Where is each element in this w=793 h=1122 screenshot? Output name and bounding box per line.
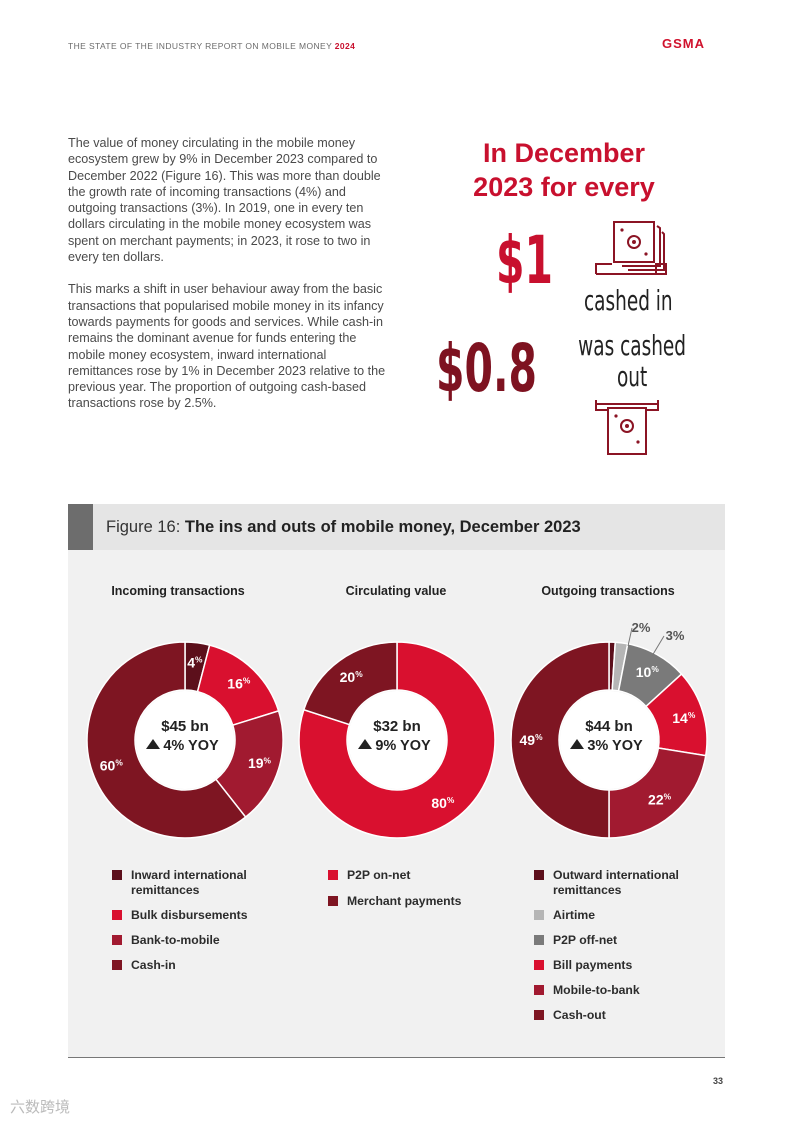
- report-title: THE STATE OF THE INDUSTRY REPORT ON MOBI…: [68, 41, 333, 51]
- legend-item: Bill payments: [534, 958, 703, 973]
- legend-circulating: P2P on-net Merchant payments: [328, 868, 461, 919]
- figure-label: Figure 16:: [106, 518, 181, 536]
- airtime-value-label: 2%: [632, 620, 651, 635]
- cash-in-icon: [595, 221, 667, 275]
- donut-slice: [608, 747, 707, 839]
- page-number: 33: [713, 1076, 724, 1086]
- donut-0: 4%16%19%60%$45 bn4% YOY: [86, 641, 284, 839]
- legend-swatch: [112, 960, 122, 970]
- body-text: The value of money circulating in the mo…: [68, 135, 388, 428]
- legend-label: Inward international remittances: [131, 868, 247, 897]
- donut-slice: [86, 641, 247, 839]
- caption-cashed-in: cashed in: [584, 284, 673, 317]
- legend-swatch: [328, 896, 338, 906]
- donut-center: [348, 691, 446, 789]
- legend-label: P2P off-net: [553, 933, 618, 947]
- center-value: $45 bn: [161, 718, 209, 735]
- legend-item: Bulk disbursements: [112, 908, 271, 923]
- legend-swatch: [328, 870, 338, 880]
- legend-item: Airtime: [534, 908, 703, 923]
- legend-item: Cash-out: [534, 1008, 703, 1023]
- legend-item: P2P on-net: [328, 868, 461, 883]
- cash-out-icon: [595, 400, 659, 455]
- legend-swatch: [534, 960, 544, 970]
- donut-slice: [510, 641, 610, 839]
- figure-bottom-rule: [68, 1057, 725, 1058]
- legend-swatch: [112, 910, 122, 920]
- figure-title: Figure 16: The ins and outs of mobile mo…: [106, 518, 581, 537]
- legend-label: Bulk disbursements: [131, 908, 248, 922]
- legend-swatch: [534, 935, 544, 945]
- leader-line: [627, 627, 633, 647]
- legend-label: Merchant payments: [347, 894, 462, 908]
- caption-cashed-out-line-2: out: [616, 360, 648, 393]
- figure-title-text: The ins and outs of mobile money, Decemb…: [184, 518, 581, 536]
- report-year: 2024: [334, 41, 356, 51]
- amount-cashed-out: $0.8: [436, 330, 537, 407]
- watermark: 六数跨境: [10, 1099, 71, 1116]
- legend-label: Cash-in: [131, 958, 176, 972]
- paragraph-1: The value of money circulating in the mo…: [68, 136, 381, 265]
- legend-incoming: Inward international remittances Bulk di…: [112, 868, 271, 983]
- chart-title-outgoing: Outgoing transactions: [541, 584, 675, 598]
- legend-swatch: [534, 1010, 544, 1020]
- legend-label: Mobile-to-bank: [553, 983, 640, 997]
- figure-header-accent: [68, 504, 93, 550]
- paragraph-2: This marks a shift in user behaviour awa…: [68, 282, 386, 411]
- center-change: 3% YOY: [587, 738, 643, 754]
- highlight-line-1: In December: [482, 138, 646, 168]
- chart-title-incoming: Incoming transactions: [111, 584, 245, 598]
- legend-item: Outward international remittances: [534, 868, 703, 898]
- center-value: $44 bn: [585, 718, 633, 735]
- legend-swatch: [112, 935, 122, 945]
- legend-swatch: [112, 870, 122, 880]
- donut-2: 10%14%22%49%$44 bn3% YOY: [510, 641, 708, 839]
- highlight-title: In December 2023 for every: [440, 136, 688, 204]
- up-arrow-icon: [146, 739, 160, 749]
- center-value: $32 bn: [373, 718, 421, 735]
- legend-label: Airtime: [553, 908, 595, 922]
- donut-1: 80%20%$32 bn9% YOY: [298, 641, 496, 839]
- legend-label: Cash-out: [553, 1008, 606, 1022]
- highlight-line-2: 2023 for every: [473, 172, 655, 202]
- donut-center: [560, 691, 658, 789]
- leader-line: [651, 635, 665, 657]
- legend-item: Mobile-to-bank: [534, 983, 703, 998]
- legend-item: Inward international remittances: [112, 868, 271, 898]
- chart-title-circulating: Circulating value: [345, 584, 447, 598]
- caption-cashed-out: was cashed out: [574, 330, 690, 392]
- outward-remit-value-label: 3%: [666, 628, 685, 643]
- donut-slice: [302, 641, 398, 726]
- legend-item: P2P off-net: [534, 933, 703, 948]
- center-change: 9% YOY: [375, 738, 431, 754]
- legend-outgoing: Outward international remittances Airtim…: [534, 868, 703, 1033]
- legend-item: Merchant payments: [328, 894, 461, 909]
- figure-header: [68, 504, 725, 550]
- legend-label: P2P on-net: [347, 868, 411, 882]
- center-change: 4% YOY: [163, 738, 219, 754]
- donut-slice: [298, 641, 496, 839]
- legend-item: Cash-in: [112, 958, 271, 973]
- legend-item: Bank-to-mobile: [112, 933, 271, 948]
- legend-swatch: [534, 910, 544, 920]
- legend-swatch: [534, 870, 544, 880]
- gsma-logo: GSMA: [662, 36, 705, 51]
- legend-swatch: [534, 985, 544, 995]
- up-arrow-icon: [358, 739, 372, 749]
- legend-label: Outward international remittances: [553, 868, 679, 897]
- donut-center: [136, 691, 234, 789]
- legend-label: Bill payments: [553, 958, 633, 972]
- caption-cashed-out-line-1: was cashed: [578, 329, 687, 362]
- amount-cashed-in: $1: [496, 222, 553, 299]
- running-header: THE STATE OF THE INDUSTRY REPORT ON MOBI…: [68, 41, 355, 51]
- legend-label: Bank-to-mobile: [131, 933, 220, 947]
- up-arrow-icon: [570, 739, 584, 749]
